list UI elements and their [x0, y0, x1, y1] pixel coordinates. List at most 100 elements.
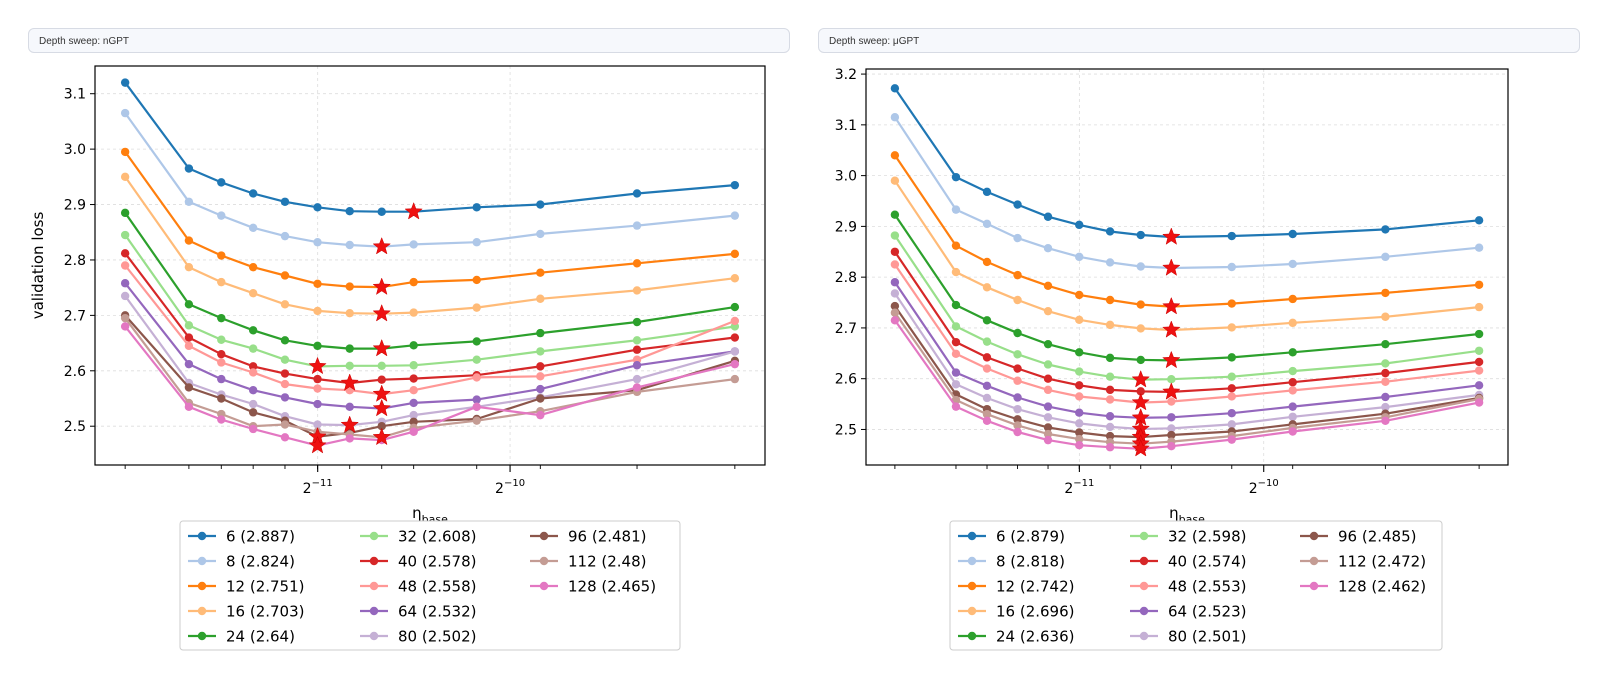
data-point: [1288, 318, 1297, 328]
data-point: [632, 259, 642, 268]
data-point: [1381, 339, 1390, 349]
legend-label: 128 (2.465): [568, 578, 656, 596]
data-point: [951, 205, 961, 214]
y-tick-label: 2.6: [64, 364, 86, 380]
legend-label: 96 (2.481): [568, 528, 647, 546]
data-point: [1105, 320, 1115, 330]
data-point: [217, 251, 226, 260]
data-point: [248, 326, 258, 335]
data-point: [632, 189, 642, 198]
data-point: [1474, 280, 1484, 289]
data-point: [1288, 427, 1297, 436]
data-point: [472, 303, 481, 312]
data-point: [632, 336, 642, 345]
legend-label: 16 (2.703): [226, 603, 305, 621]
data-point: [1136, 387, 1145, 396]
data-point: [632, 286, 642, 295]
data-point: [1075, 220, 1084, 230]
data-point: [313, 279, 322, 288]
data-point: [730, 180, 740, 190]
legend-swatch-marker: [197, 531, 207, 541]
data-point: [217, 394, 226, 403]
series-line: [124, 81, 735, 213]
data-point: [1105, 353, 1115, 363]
legend-swatch-marker: [1139, 556, 1149, 566]
data-point: [1227, 420, 1236, 429]
plot-area: 2.52.62.72.82.93.03.12−11 2−10ηbasevalida…: [29, 65, 766, 526]
data-point: [982, 316, 992, 325]
data-point: [1381, 377, 1390, 386]
legend-swatch-marker: [1139, 531, 1149, 541]
y-tick-label: 2.6: [835, 372, 857, 388]
data-point: [1013, 328, 1022, 338]
data-point: [409, 308, 418, 317]
data-point: [632, 374, 642, 384]
data-point: [345, 206, 354, 216]
data-point: [890, 84, 900, 93]
data-point: [982, 410, 992, 419]
data-point: [890, 308, 900, 317]
data-point: [1288, 378, 1297, 387]
data-point: [280, 433, 290, 442]
data-point: [536, 328, 545, 338]
data-point: [1474, 243, 1484, 252]
data-point: [313, 238, 322, 247]
data-point: [345, 344, 354, 353]
legend-label: 80 (2.501): [1168, 628, 1247, 646]
data-point: [1381, 368, 1390, 378]
data-point: [313, 341, 322, 351]
data-point: [1105, 422, 1115, 432]
data-point: [1075, 252, 1084, 262]
data-point: [120, 261, 130, 270]
y-axis-label: validation loss: [29, 212, 47, 320]
data-point: [248, 362, 258, 371]
data-point: [217, 358, 226, 367]
data-point: [120, 230, 130, 240]
data-point: [1043, 429, 1053, 439]
best-marker-star: [372, 398, 391, 417]
series-line: [124, 176, 736, 315]
x-tick-label: 2−11: [1064, 478, 1094, 497]
data-point: [1474, 381, 1484, 390]
data-point: [1105, 412, 1115, 421]
data-point: [1105, 385, 1115, 395]
data-point: [1013, 427, 1022, 437]
data-point: [632, 317, 642, 327]
data-point: [472, 395, 481, 404]
data-point: [730, 347, 740, 356]
data-point: [217, 374, 226, 384]
data-point: [1013, 350, 1022, 359]
data-point: [409, 398, 418, 408]
best-marker-star: [1131, 369, 1150, 388]
data-point: [1043, 435, 1053, 445]
data-point: [1075, 367, 1084, 376]
data-point: [313, 374, 322, 384]
series-line: [893, 292, 1480, 431]
data-point: [1105, 295, 1115, 305]
best-marker-star: [1162, 296, 1181, 315]
data-point: [280, 271, 290, 280]
data-point: [1043, 374, 1053, 383]
data-point: [536, 268, 545, 277]
legend: 6 (2.887) 8 (2.824) 12 (2.751) 16 (2.703) 24…: [179, 520, 681, 651]
panel-header: Depth sweep: nGPT: [28, 28, 790, 53]
data-point: [1075, 441, 1084, 450]
data-point: [890, 176, 900, 185]
legend-swatch-marker: [967, 581, 977, 591]
y-tick-label: 3.2: [835, 67, 857, 83]
data-point: [1288, 259, 1297, 269]
y-tick-label: 3.1: [835, 118, 857, 134]
chart-ngpt: 2.52.62.72.82.93.03.12−11 2−10ηbasevalida…: [29, 65, 766, 651]
data-point: [280, 231, 290, 241]
data-point: [217, 415, 226, 424]
data-point: [536, 229, 545, 239]
data-point: [472, 402, 481, 412]
legend-swatch-marker: [967, 606, 977, 616]
legend-label: 8 (2.824): [226, 553, 295, 571]
data-point: [632, 221, 642, 230]
data-point: [409, 240, 418, 249]
data-point: [951, 172, 961, 182]
best-marker-star: [308, 356, 327, 375]
data-point: [1013, 364, 1022, 373]
data-point: [1474, 302, 1484, 312]
